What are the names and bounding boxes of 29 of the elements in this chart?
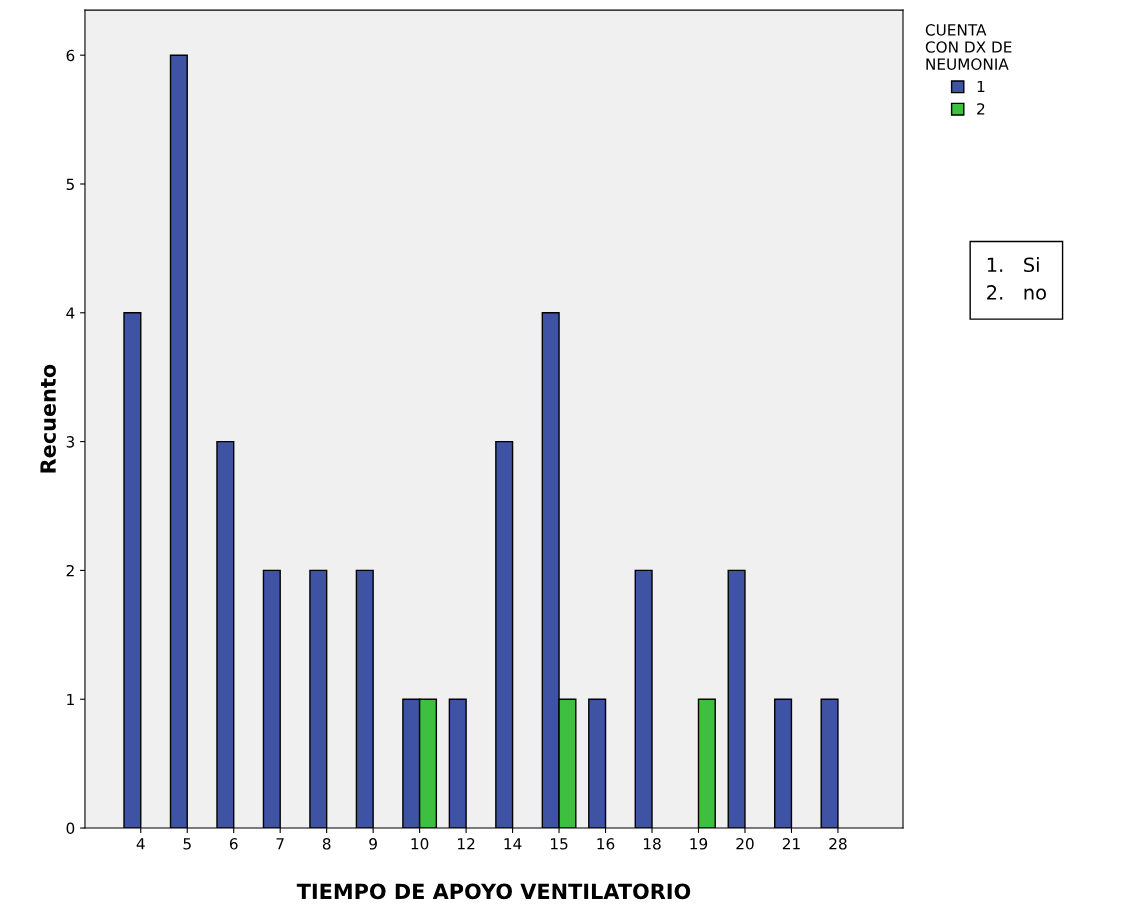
x-tick-label: 19 [690,838,708,850]
legend-label: 1 [977,80,985,93]
y-tick-label: 2 [66,564,74,577]
x-tick-label: 14 [504,838,522,850]
x-tick-label: 5 [183,838,191,850]
y-tick-label: 6 [66,49,75,62]
x-tick-label: 7 [276,838,284,850]
x-tick-label: 4 [136,838,145,850]
x-tick-label: 8 [322,838,331,850]
x-tick-label: 28 [829,838,847,850]
y-tick-label: 5 [66,178,74,191]
x-tick-label: 9 [369,838,377,850]
x-tick-label: 18 [643,838,661,850]
text: 1. Si 2. no [987,257,1046,300]
y-tick-label: 0 [66,822,75,835]
x-tick-label: 16 [597,838,615,850]
x-tick-label: 20 [736,838,754,850]
x-tick-label: 10 [411,838,429,850]
legend-title: CUENTA CON DX DE NEUMONIA [925,24,1012,70]
y-tick-label: 1 [67,693,74,706]
y-tick-label: 3 [66,436,75,448]
y-axis-title: Recuento [40,364,56,473]
legend-label: 2 [977,103,985,115]
x-tick-label: 15 [551,838,568,850]
x-axis-title: TIEMPO DE APOYO VENTILATORIO [296,883,691,900]
y-tick-label: 4 [66,307,75,319]
x-tick-label: 6 [229,838,238,850]
x-tick-label: 12 [458,838,475,850]
x-tick-label: 21 [782,838,800,850]
